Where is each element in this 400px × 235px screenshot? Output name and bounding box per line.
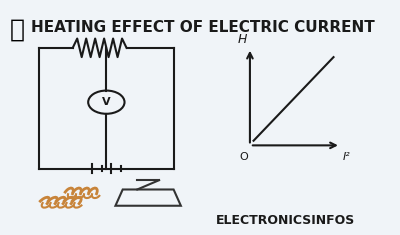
Text: O: O [239,152,248,162]
Text: V: V [102,97,111,107]
Text: HEATING EFFECT OF ELECTRIC CURRENT: HEATING EFFECT OF ELECTRIC CURRENT [31,20,374,35]
Text: 💡: 💡 [10,18,25,42]
Text: H: H [238,32,247,46]
Text: I²: I² [342,152,350,162]
Text: ELECTRONICSINFOS: ELECTRONICSINFOS [216,214,355,227]
